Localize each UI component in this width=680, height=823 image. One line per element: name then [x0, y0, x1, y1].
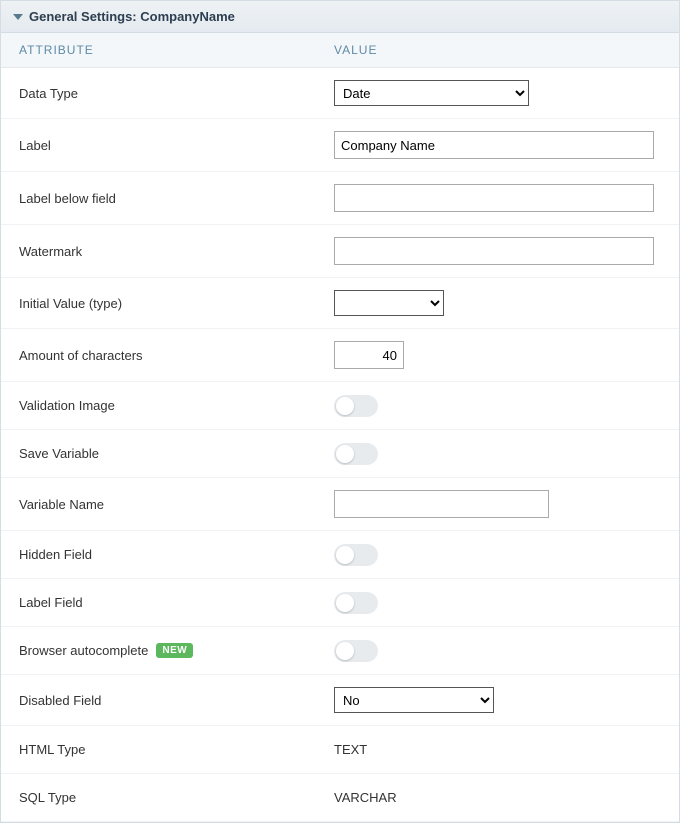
row-validation-image: Validation Image: [1, 382, 679, 430]
label-field-toggle[interactable]: [334, 592, 378, 614]
columns-header: ATTRIBUTE VALUE: [1, 33, 679, 68]
data-type-select[interactable]: Date: [334, 80, 529, 106]
row-html-type: HTML Type TEXT: [1, 726, 679, 774]
amount-chars-input[interactable]: [334, 341, 404, 369]
label-hidden-field: Hidden Field: [19, 547, 334, 562]
label-label-below: Label below field: [19, 191, 334, 206]
label-validation-image: Validation Image: [19, 398, 334, 413]
variable-name-input[interactable]: [334, 490, 549, 518]
row-save-variable: Save Variable: [1, 430, 679, 478]
new-badge: NEW: [156, 643, 193, 658]
browser-autocomplete-toggle[interactable]: [334, 640, 378, 662]
collapse-triangle-icon[interactable]: [13, 14, 23, 20]
row-initial-value: Initial Value (type): [1, 278, 679, 329]
label-sql-type: SQL Type: [19, 790, 334, 805]
row-browser-autocomplete: Browser autocomplete NEW: [1, 627, 679, 675]
row-disabled-field: Disabled Field No: [1, 675, 679, 726]
label-data-type: Data Type: [19, 86, 334, 101]
row-hidden-field: Hidden Field: [1, 531, 679, 579]
label-save-variable: Save Variable: [19, 446, 334, 461]
save-variable-toggle[interactable]: [334, 443, 378, 465]
label-below-input[interactable]: [334, 184, 654, 212]
general-settings-panel: General Settings: CompanyName ATTRIBUTE …: [0, 0, 680, 823]
label-watermark: Watermark: [19, 244, 334, 259]
label-initial-value: Initial Value (type): [19, 296, 334, 311]
disabled-field-select[interactable]: No: [334, 687, 494, 713]
row-label-field: Label Field: [1, 579, 679, 627]
validation-image-toggle[interactable]: [334, 395, 378, 417]
row-watermark: Watermark: [1, 225, 679, 278]
row-variable-name: Variable Name: [1, 478, 679, 531]
label-label-field: Label Field: [19, 595, 334, 610]
column-attribute-header: ATTRIBUTE: [19, 43, 334, 57]
initial-value-select[interactable]: [334, 290, 444, 316]
panel-title: General Settings: CompanyName: [29, 9, 235, 24]
label-label: Label: [19, 138, 334, 153]
watermark-input[interactable]: [334, 237, 654, 265]
label-disabled-field: Disabled Field: [19, 693, 334, 708]
row-label-below: Label below field: [1, 172, 679, 225]
label-browser-autocomplete: Browser autocomplete: [19, 643, 148, 658]
label-variable-name: Variable Name: [19, 497, 334, 512]
hidden-field-toggle[interactable]: [334, 544, 378, 566]
row-amount-chars: Amount of characters: [1, 329, 679, 382]
column-value-header: VALUE: [334, 43, 377, 57]
row-label: Label: [1, 119, 679, 172]
sql-type-value: VARCHAR: [334, 790, 397, 805]
label-input[interactable]: [334, 131, 654, 159]
label-amount-chars: Amount of characters: [19, 348, 334, 363]
row-data-type: Data Type Date: [1, 68, 679, 119]
row-sql-type: SQL Type VARCHAR: [1, 774, 679, 822]
panel-header: General Settings: CompanyName: [1, 1, 679, 33]
